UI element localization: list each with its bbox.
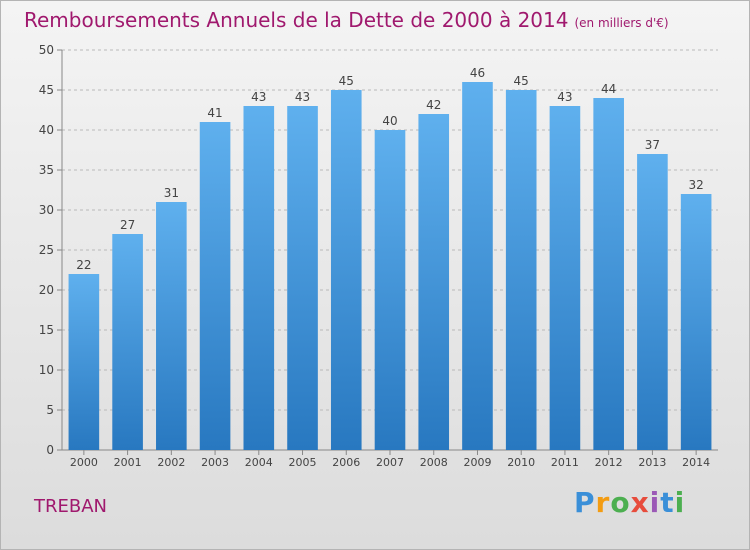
commune-name: TREBAN: [34, 496, 108, 517]
x-tick-label-2003: 2003: [201, 456, 229, 469]
y-tick-label: 40: [39, 123, 54, 137]
bar-2010[interactable]: [505, 90, 537, 450]
x-tick-label-2005: 2005: [289, 456, 317, 469]
bar-2009[interactable]: [462, 82, 493, 450]
value-label-2009: 46: [470, 66, 485, 80]
x-tick-label-2010: 2010: [507, 456, 535, 469]
logo-letter: i: [674, 486, 686, 519]
value-label-2001: 27: [120, 218, 135, 232]
unit-label: (en milliers d'€): [574, 16, 669, 30]
value-label-2004: 43: [251, 90, 266, 104]
value-label-2006: 45: [339, 74, 354, 88]
value-label-2005: 43: [295, 90, 310, 104]
bar-2002[interactable]: [156, 202, 187, 450]
logo-letter: i: [649, 486, 661, 519]
logo-letter: r: [595, 486, 611, 519]
x-tick-label-2013: 2013: [638, 456, 666, 469]
bar-2011[interactable]: [549, 106, 581, 450]
x-tick-label-2002: 2002: [157, 456, 185, 469]
value-label-2008: 42: [426, 98, 441, 112]
logo-letter: P: [574, 486, 596, 519]
value-label-2012: 44: [601, 82, 616, 96]
value-label-2014: 32: [688, 178, 703, 192]
x-tick-label-2006: 2006: [332, 456, 360, 469]
value-label-2013: 37: [645, 138, 660, 152]
value-label-2000: 22: [76, 258, 91, 272]
bar-2005[interactable]: [287, 106, 318, 450]
bar-2003[interactable]: [199, 122, 231, 450]
logo-letter: x: [630, 486, 650, 519]
bar-2014[interactable]: [680, 194, 712, 450]
y-tick-label: 5: [46, 403, 54, 417]
x-tick-label-2009: 2009: [463, 456, 491, 469]
value-label-2003: 41: [207, 106, 222, 120]
value-label-2007: 40: [382, 114, 397, 128]
x-tick-label-2004: 2004: [245, 456, 273, 469]
bar-2004[interactable]: [243, 106, 275, 450]
y-tick-label: 25: [39, 243, 54, 257]
x-tick-label-2007: 2007: [376, 456, 404, 469]
title-text: Remboursements Annuels de la Dette de 20…: [24, 8, 569, 32]
bar-2007[interactable]: [374, 130, 406, 450]
value-label-2010: 45: [514, 74, 529, 88]
labels: 22 2000 27 2001 31 2002 41 2003 43 2004 43 2005 45 20…: [70, 66, 710, 469]
y-tick-label: 10: [39, 363, 54, 377]
y-tick-label: 30: [39, 203, 54, 217]
logo-letter: t: [660, 486, 675, 519]
chart-title: Remboursements Annuels de la Dette de 20…: [24, 8, 669, 32]
x-tick-label-2012: 2012: [595, 456, 623, 469]
bar-2008[interactable]: [418, 114, 450, 450]
logo-letter: o: [610, 486, 631, 519]
x-tick-label-2008: 2008: [420, 456, 448, 469]
y-tick-label: 45: [39, 83, 54, 97]
y-tick-label: 15: [39, 323, 54, 337]
bar-2006[interactable]: [330, 90, 362, 450]
bar-2012[interactable]: [593, 98, 624, 450]
value-label-2002: 31: [164, 186, 179, 200]
x-tick-label-2001: 2001: [114, 456, 142, 469]
y-tick-label: 20: [39, 283, 54, 297]
bar-2001[interactable]: [112, 234, 143, 450]
value-label-2011: 43: [557, 90, 572, 104]
bar-2013[interactable]: [637, 154, 668, 450]
y-tick-label: 0: [46, 443, 54, 457]
proxiti-logo[interactable]: Proxiti: [574, 486, 685, 519]
y-tick-label: 50: [39, 43, 54, 57]
bars: [68, 82, 712, 450]
x-tick-label-2011: 2011: [551, 456, 579, 469]
x-tick-label-2000: 2000: [70, 456, 98, 469]
bar-2000[interactable]: [68, 274, 100, 450]
y-tick-label: 35: [39, 163, 54, 177]
x-tick-label-2014: 2014: [682, 456, 710, 469]
